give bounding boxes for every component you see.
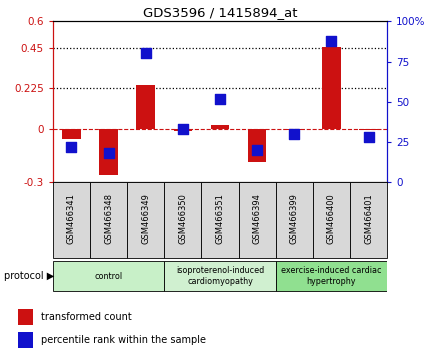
Text: GSM466399: GSM466399 — [290, 193, 299, 244]
Text: exercise-induced cardiac
hypertrophy: exercise-induced cardiac hypertrophy — [281, 267, 382, 286]
Bar — [136, 85, 155, 129]
Point — [253, 147, 260, 153]
Text: GSM466349: GSM466349 — [141, 193, 150, 244]
Point — [68, 144, 75, 150]
FancyBboxPatch shape — [202, 182, 238, 258]
Text: GSM466400: GSM466400 — [327, 194, 336, 244]
Point — [291, 131, 298, 137]
Text: GSM466350: GSM466350 — [178, 193, 187, 244]
Text: control: control — [95, 272, 123, 281]
FancyBboxPatch shape — [313, 182, 350, 258]
Text: GSM466341: GSM466341 — [67, 193, 76, 244]
Bar — [285, 129, 304, 130]
FancyBboxPatch shape — [238, 182, 276, 258]
Bar — [173, 129, 192, 131]
Text: GSM466348: GSM466348 — [104, 193, 113, 244]
Bar — [99, 129, 118, 175]
FancyBboxPatch shape — [53, 261, 164, 291]
Point — [180, 126, 187, 132]
Point — [365, 135, 372, 140]
Bar — [359, 129, 378, 130]
Text: transformed count: transformed count — [41, 312, 132, 322]
Bar — [18, 332, 33, 348]
Bar — [248, 129, 267, 162]
FancyBboxPatch shape — [276, 182, 313, 258]
FancyBboxPatch shape — [164, 261, 276, 291]
Point — [328, 38, 335, 44]
Point — [216, 96, 224, 101]
Title: GDS3596 / 1415894_at: GDS3596 / 1415894_at — [143, 6, 297, 19]
FancyBboxPatch shape — [127, 182, 164, 258]
Bar — [322, 47, 341, 129]
Text: protocol ▶: protocol ▶ — [4, 271, 55, 281]
Point — [142, 51, 149, 56]
Bar — [62, 129, 81, 139]
Text: GSM466401: GSM466401 — [364, 194, 373, 244]
Point — [105, 150, 112, 156]
FancyBboxPatch shape — [90, 182, 127, 258]
Text: GSM466394: GSM466394 — [253, 193, 262, 244]
Text: percentile rank within the sample: percentile rank within the sample — [41, 335, 206, 346]
Text: GSM466351: GSM466351 — [216, 193, 224, 244]
FancyBboxPatch shape — [350, 182, 387, 258]
Bar — [18, 309, 33, 325]
FancyBboxPatch shape — [53, 182, 90, 258]
Bar — [211, 125, 229, 129]
FancyBboxPatch shape — [164, 182, 202, 258]
FancyBboxPatch shape — [276, 261, 387, 291]
Text: isoproterenol-induced
cardiomyopathy: isoproterenol-induced cardiomyopathy — [176, 267, 264, 286]
